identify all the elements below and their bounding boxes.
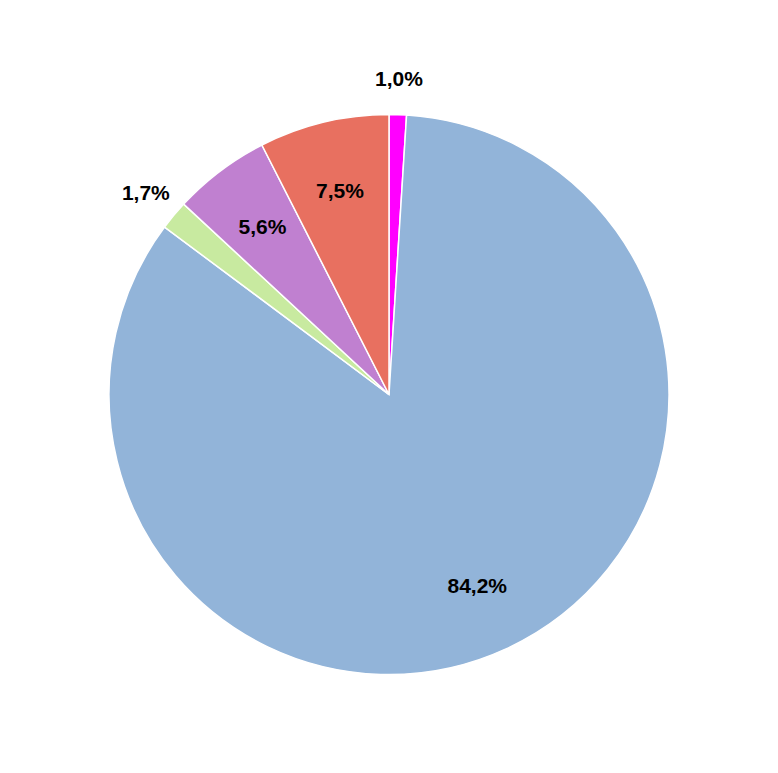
pie: [109, 115, 669, 675]
data-label: 1,7%: [122, 181, 170, 204]
chart: 1,0% 84,2% 1,7% 5,6% 7,5%: [0, 0, 778, 773]
data-label: 84,2%: [447, 574, 507, 597]
data-label: 5,6%: [238, 215, 286, 238]
chart-container: 1,0% 84,2% 1,7% 5,6% 7,5%: [0, 0, 778, 773]
data-label: 1,0%: [375, 67, 423, 90]
pie-slice: [262, 115, 389, 395]
pie-slice: [109, 115, 669, 674]
data-label: 7,5%: [316, 179, 364, 202]
data-labels: 1,0% 84,2% 1,7% 5,6% 7,5%: [122, 67, 507, 597]
